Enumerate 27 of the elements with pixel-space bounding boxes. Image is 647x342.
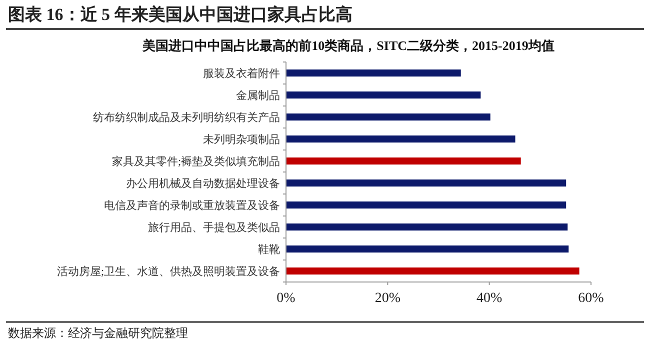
chart-subtitle: 美国进口中中国占比最高的前10类商品，SITC二级分类，2015-2019均值 xyxy=(142,38,554,53)
bar xyxy=(286,135,516,143)
y-tick-label: 鞋靴 xyxy=(258,242,280,256)
y-tick-label: 金属制品 xyxy=(236,88,280,102)
bar xyxy=(286,113,490,121)
bar xyxy=(286,179,566,187)
y-tick-label: 电信及声音的录制或重放装置及设备 xyxy=(104,198,280,212)
x-tick-label: 0% xyxy=(276,291,296,306)
bar xyxy=(286,245,569,253)
bar xyxy=(286,201,566,209)
chart-title: 图表 16：近 5 年来美国从中国进口家具占比高 xyxy=(8,5,352,24)
bar xyxy=(286,157,521,165)
bar xyxy=(286,223,568,231)
y-tick-label: 未列明杂项制品 xyxy=(203,132,280,146)
x-tick-label: 20% xyxy=(374,291,401,306)
source-note: 数据来源：经济与金融研究院整理 xyxy=(8,326,188,340)
y-tick-label: 家具及其零件;褥垫及类似填充制品 xyxy=(112,154,280,168)
y-tick-label: 活动房屋;卫生、水道、供热及照明装置及设备 xyxy=(56,264,280,278)
y-tick-label: 办公用机械及自动数据处理设备 xyxy=(126,176,280,190)
bar xyxy=(286,267,580,275)
y-tick-label: 旅行用品、手提包及类似品 xyxy=(148,220,280,234)
y-tick-label: 纺布纺织制成品及未列明纺织有关产品 xyxy=(93,110,280,124)
x-tick-label: 40% xyxy=(476,291,502,306)
bar xyxy=(286,69,461,77)
bar xyxy=(286,91,481,99)
x-tick-label: 60% xyxy=(578,291,604,306)
y-tick-label: 服装及衣着附件 xyxy=(203,66,280,80)
